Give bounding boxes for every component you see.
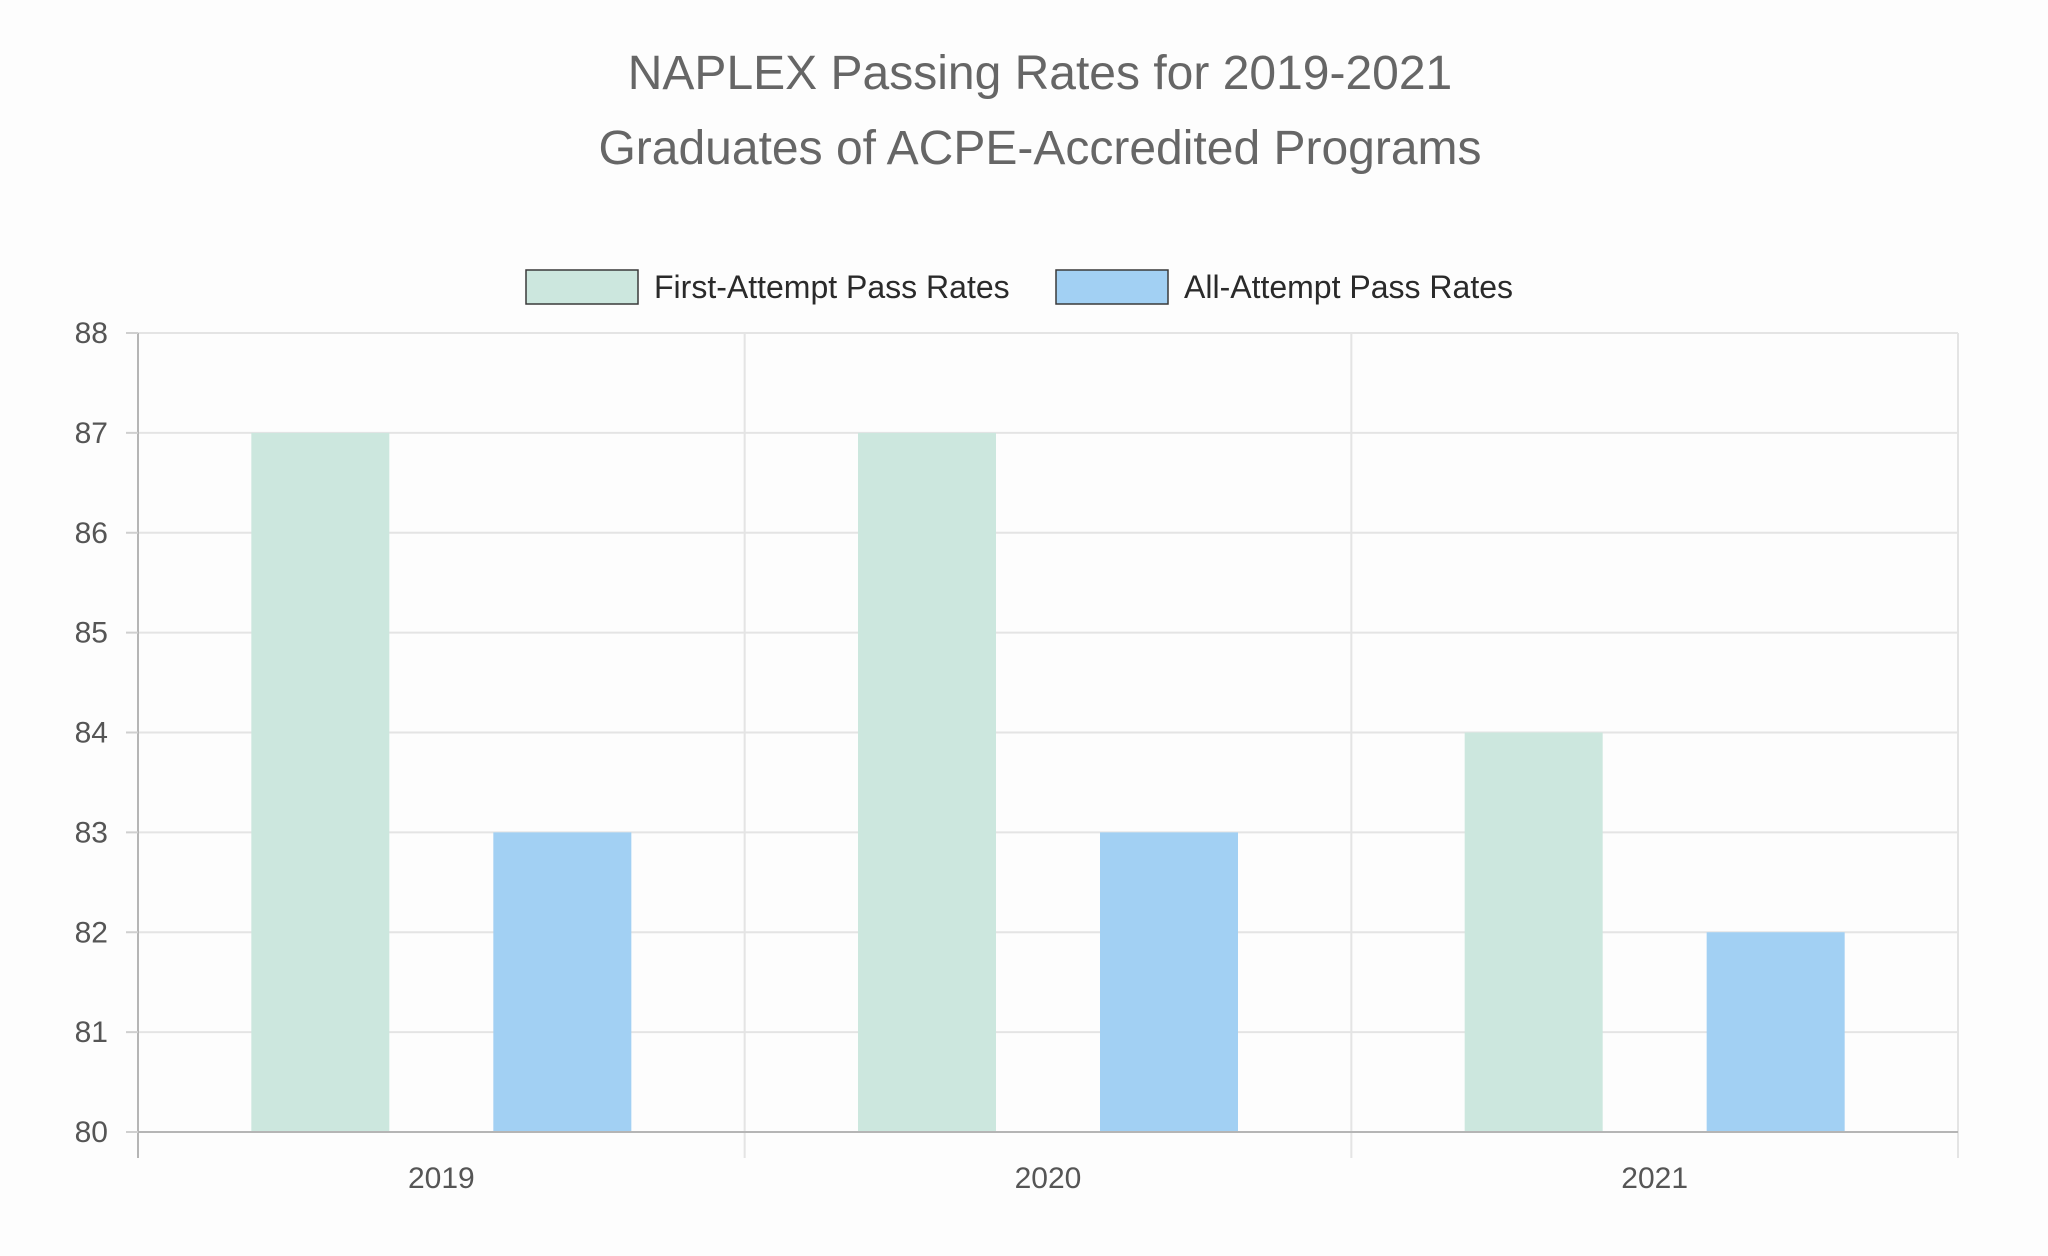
bars xyxy=(251,432,1845,1133)
y-tick-label: 88 xyxy=(75,317,108,350)
axes xyxy=(126,332,1958,1158)
x-tick-label: 2020 xyxy=(1015,1162,1082,1195)
y-tick-label: 86 xyxy=(75,517,108,550)
bar-2021-all-attempt[interactable] xyxy=(1706,932,1845,1132)
y-tick-label: 80 xyxy=(75,1116,108,1149)
x-tick-label: 2019 xyxy=(408,1162,475,1195)
y-tick-label: 82 xyxy=(75,916,108,949)
bar-2020-first-attempt[interactable] xyxy=(858,432,996,1132)
chart-title-line-2: Graduates of ACPE-Accredited Programs xyxy=(598,122,1481,175)
chart-legend: First-Attempt Pass Rates All-Attempt Pass… xyxy=(525,269,1513,305)
y-tick-label: 85 xyxy=(75,617,108,650)
grid-lines xyxy=(138,332,1959,1158)
legend-label: First-Attempt Pass Rates xyxy=(654,269,1010,305)
legend-item-first-attempt[interactable]: First-Attempt Pass Rates xyxy=(525,269,1010,305)
x-tick-label: 2021 xyxy=(1621,1162,1688,1195)
y-tick-label: 83 xyxy=(75,816,108,849)
chart-title-line-1: NAPLEX Passing Rates for 2019-2021 xyxy=(628,47,1452,100)
legend-label: All-Attempt Pass Rates xyxy=(1184,269,1513,305)
y-tick-label: 81 xyxy=(75,1016,108,1049)
legend-item-all-attempt[interactable]: All-Attempt Pass Rates xyxy=(1055,269,1513,305)
bar-2019-first-attempt[interactable] xyxy=(251,432,390,1132)
y-tick-label: 87 xyxy=(75,417,108,450)
y-axis-tick-labels: 80 81 82 83 84 85 86 87 88 xyxy=(75,317,108,1149)
chart-title: NAPLEX Passing Rates for 2019-2021 Gradu… xyxy=(598,47,1481,175)
legend-swatch xyxy=(525,269,639,305)
bar-2020-all-attempt[interactable] xyxy=(1100,832,1238,1132)
bar-2019-all-attempt[interactable] xyxy=(493,832,632,1132)
legend-swatch xyxy=(1055,269,1169,305)
bar-2021-first-attempt[interactable] xyxy=(1464,732,1603,1133)
x-axis-tick-labels: 2019 2020 2021 xyxy=(408,1162,1688,1195)
y-tick-label: 84 xyxy=(75,717,108,750)
